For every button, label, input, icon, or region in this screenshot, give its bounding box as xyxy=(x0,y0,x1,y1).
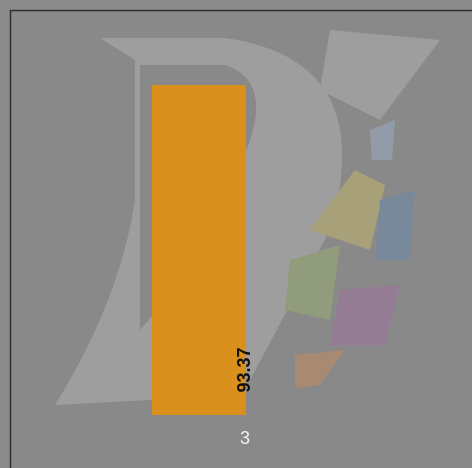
value-label: 93.37 xyxy=(234,347,254,392)
x-tick-label: 3 xyxy=(240,428,250,448)
watermark-tile xyxy=(375,190,415,260)
bar xyxy=(152,85,246,415)
page: {"chart_data": {"type": "bar", "categori… xyxy=(0,0,472,468)
chart: 93.37 3 xyxy=(0,0,472,468)
